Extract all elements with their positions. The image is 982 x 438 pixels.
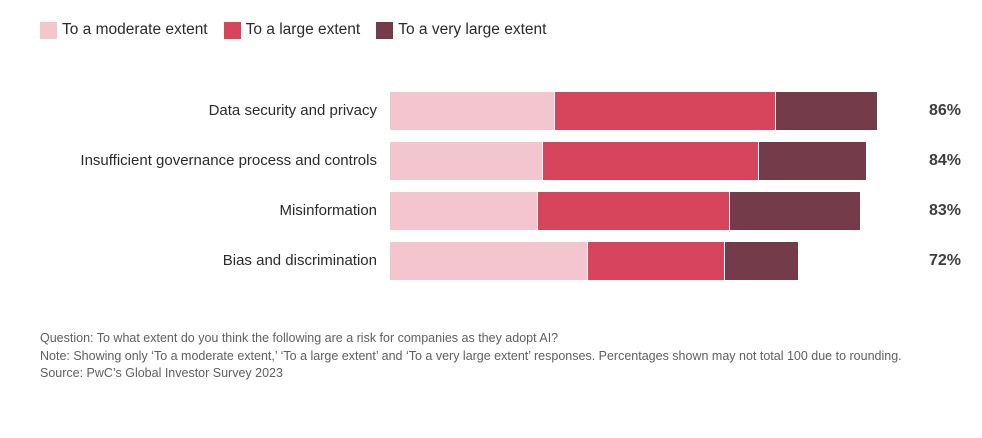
legend-item: To a very large extent <box>376 21 546 39</box>
bar-row: Data security and privacy 86% <box>40 92 982 130</box>
bar-segment-very-large <box>723 242 799 280</box>
bar-segment-moderate <box>390 142 543 180</box>
source-note: Source: PwC’s Global Investor Survey 202… <box>40 366 283 380</box>
total-label: 84% <box>929 152 962 169</box>
bar-row: Bias and discrimination 72% <box>40 242 982 280</box>
category-label: Bias and discrimination <box>222 252 377 270</box>
question-note: Question: To what extent do you think th… <box>40 331 559 345</box>
legend-swatch-icon <box>376 21 394 39</box>
bar-track <box>390 92 902 130</box>
bar-row: Misinformation 83% <box>40 192 982 230</box>
stacked-bar-chart: Data security and privacy 86% Insufficient… <box>0 92 982 280</box>
legend-label: To a very large extent <box>398 21 547 38</box>
bar-segment-large <box>587 242 724 280</box>
legend-item: To a large extent <box>223 21 361 39</box>
category-label: Insufficient governance process and cont… <box>80 152 377 170</box>
bar-segment-moderate <box>390 192 537 230</box>
total-label: 86% <box>929 102 962 119</box>
legend-swatch-icon <box>223 21 241 39</box>
bar-segment-moderate <box>390 92 554 130</box>
legend-label: To a moderate extent <box>62 21 208 38</box>
total-label: 83% <box>929 202 962 219</box>
chart-legend: To a moderate extent To a large extent To … <box>0 0 982 39</box>
bar-track <box>390 192 902 230</box>
legend-swatch-icon <box>40 21 57 39</box>
total-label: 72% <box>929 252 962 269</box>
bar-segment-very-large <box>757 142 866 180</box>
bar-track <box>390 242 902 280</box>
category-label: Misinformation <box>279 202 377 220</box>
methodology-note: Note: Showing only ‘To a moderate extent… <box>40 348 902 363</box>
chart-footnotes: Question: To what extent do you think th… <box>40 330 947 383</box>
bar-segment-very-large <box>774 92 878 130</box>
bar-row: Insufficient governance process and cont… <box>40 142 982 180</box>
bar-segment-large <box>542 142 758 180</box>
legend-item: To a moderate extent <box>40 21 208 39</box>
bar-segment-large <box>536 192 730 230</box>
bar-segment-very-large <box>729 192 861 230</box>
legend-label: To a large extent <box>245 21 361 38</box>
bar-track <box>390 142 902 180</box>
bar-segment-moderate <box>390 242 588 280</box>
bar-segment-large <box>553 92 775 130</box>
category-label: Data security and privacy <box>208 102 377 120</box>
